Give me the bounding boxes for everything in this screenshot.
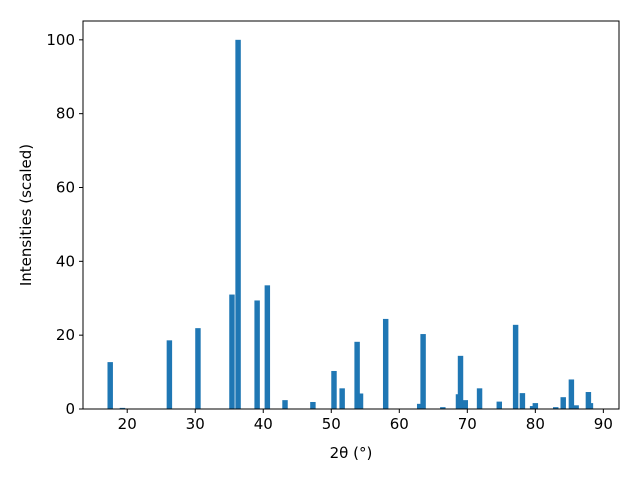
x-tick-label: 30 — [186, 415, 205, 433]
x-tick-label: 40 — [254, 415, 273, 433]
bar — [107, 362, 113, 409]
bar — [573, 405, 579, 409]
bar — [457, 355, 464, 409]
bar — [331, 370, 337, 409]
y-tick-label: 60 — [56, 178, 75, 196]
bar — [587, 403, 594, 409]
x-tick-label: 50 — [322, 415, 341, 433]
x-tick-label: 90 — [594, 415, 613, 433]
bar — [560, 397, 566, 409]
bar — [532, 403, 539, 409]
y-tick-label: 40 — [56, 252, 75, 270]
bar — [462, 400, 468, 409]
y-tick-label: 20 — [56, 326, 75, 344]
bar — [235, 39, 241, 409]
bar — [553, 407, 559, 409]
bar — [440, 407, 446, 409]
x-tick-label: 80 — [526, 415, 545, 433]
y-tick-label: 100 — [46, 31, 75, 49]
bar — [229, 294, 235, 409]
bar — [512, 324, 519, 409]
bar — [119, 407, 126, 409]
y-tick-label: 0 — [65, 400, 75, 418]
x-tick-label: 20 — [118, 415, 137, 433]
y-axis-label: Intensities (scaled) — [17, 144, 35, 286]
x-tick-label: 70 — [458, 415, 477, 433]
bar — [195, 328, 201, 409]
bar — [585, 392, 592, 409]
plot-frame — [82, 20, 620, 410]
bar — [264, 285, 271, 409]
bar — [254, 300, 260, 409]
bar — [496, 401, 503, 409]
bar — [339, 388, 345, 409]
bar — [354, 341, 360, 409]
bar — [416, 403, 423, 409]
x-tick-label: 60 — [390, 415, 409, 433]
bar — [382, 318, 389, 409]
x-axis-label: 2θ (°) — [330, 444, 373, 462]
bar — [310, 401, 316, 409]
bar — [282, 400, 288, 409]
bar — [420, 334, 426, 409]
bar — [476, 388, 483, 409]
bar — [568, 379, 575, 409]
bar — [166, 340, 173, 409]
bar — [357, 393, 364, 409]
y-tick-label: 80 — [56, 105, 75, 123]
bar — [519, 393, 526, 409]
